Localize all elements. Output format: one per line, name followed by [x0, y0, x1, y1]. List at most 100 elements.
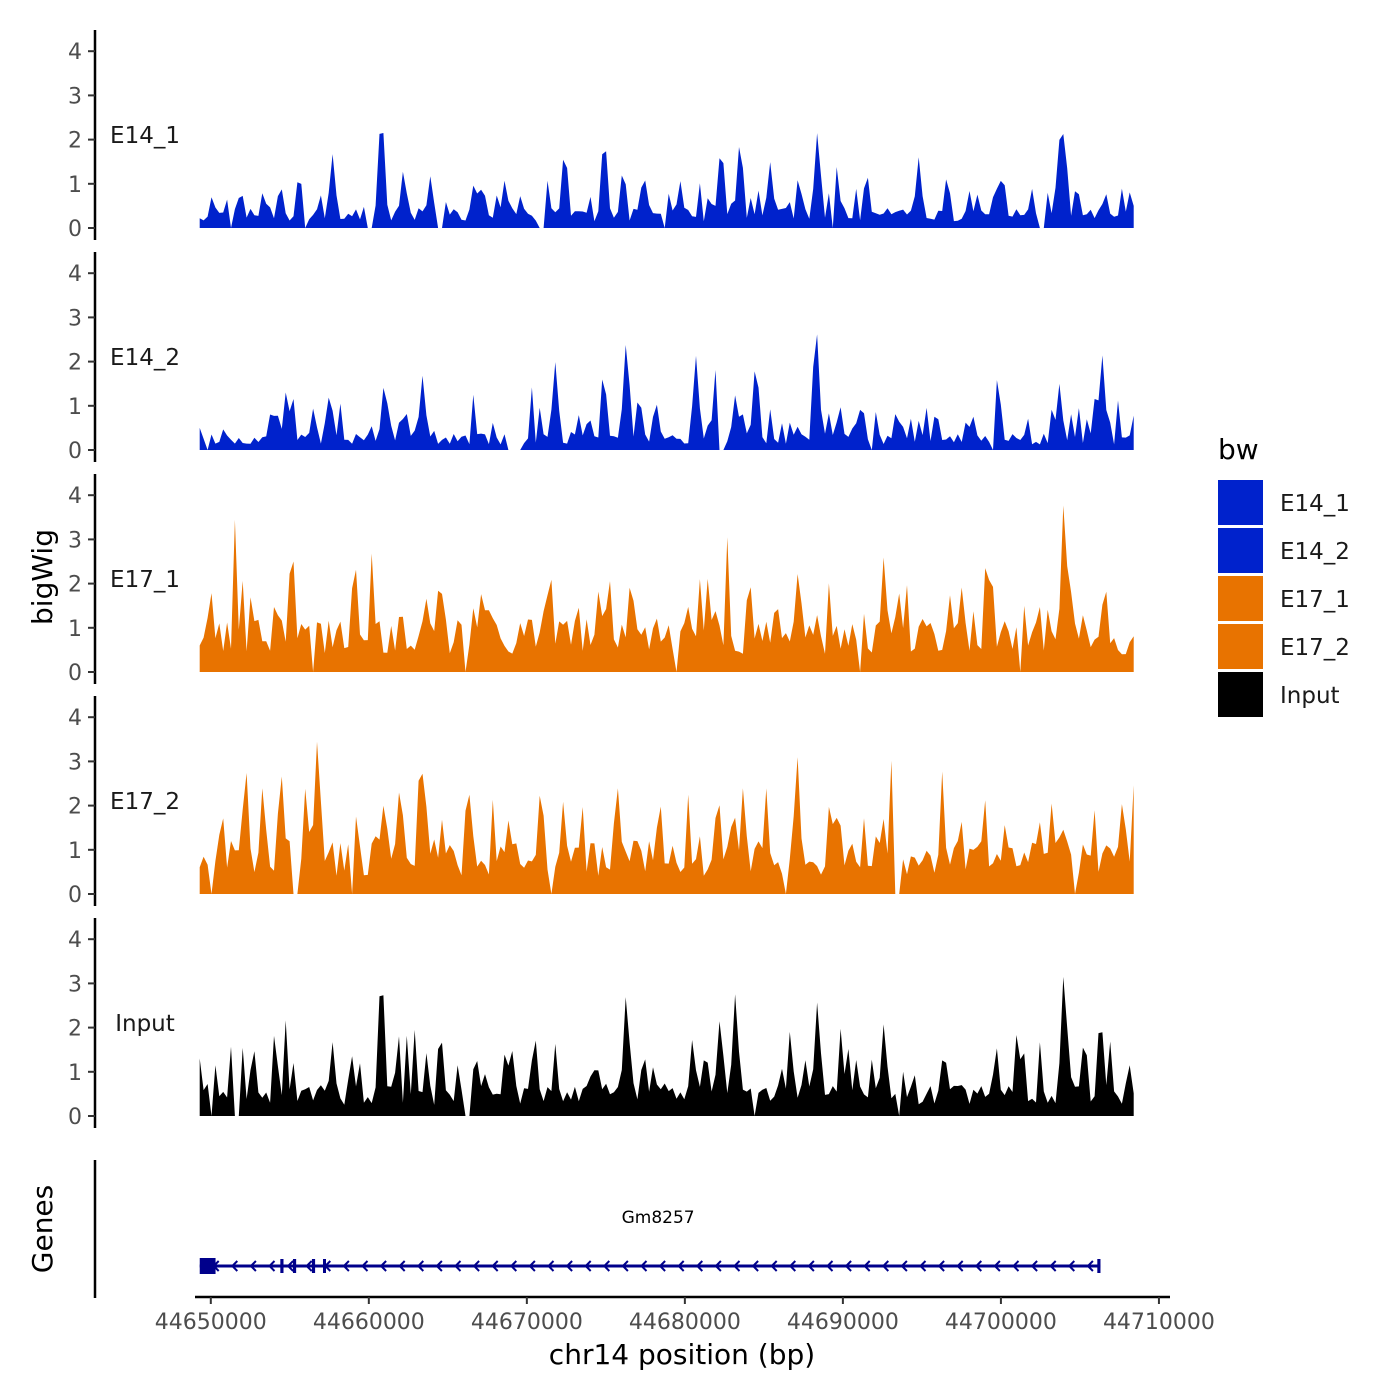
x-axis-title: chr14 position (bp)	[549, 1338, 815, 1371]
exon	[1097, 1259, 1101, 1273]
strand-arrow	[733, 1260, 741, 1272]
x-tick-label: 44670000	[471, 1310, 583, 1335]
legend-swatch-Input	[1218, 672, 1263, 717]
y-tick-label: 0	[68, 439, 82, 464]
strand-arrow	[826, 1260, 834, 1272]
strand-arrow	[547, 1260, 555, 1272]
y-tick-label: 1	[68, 617, 82, 642]
strand-arrow	[788, 1260, 797, 1272]
strand-arrow	[695, 1260, 704, 1272]
y-tick-label: 3	[68, 306, 82, 331]
strand-arrow	[751, 1260, 759, 1272]
x-tick-label: 44700000	[945, 1310, 1057, 1335]
y-axis-title: bigWig	[26, 529, 59, 625]
x-tick-label: 44680000	[629, 1310, 741, 1335]
strand-arrow	[770, 1260, 778, 1272]
y-tick-label: 2	[68, 1017, 82, 1042]
legend-swatch-E17_2	[1218, 624, 1263, 669]
strand-arrow	[286, 1260, 294, 1272]
exon	[199, 1258, 216, 1274]
legend-label: E17_1	[1280, 587, 1350, 613]
signal-area-E17_2	[199, 741, 1134, 894]
x-axis: 44650000 44660000 44670000 44680000 44690000…	[155, 1295, 1215, 1335]
x-tick-label: 44660000	[313, 1310, 425, 1335]
y-tick-label: 3	[68, 750, 82, 775]
y-tick-label: 4	[68, 928, 82, 953]
signal-area-E14_2	[199, 334, 1134, 450]
strand-arrow	[435, 1260, 443, 1272]
legend: bw E14_1 E14_2 E17_1 E17_2 Input	[1218, 433, 1350, 717]
y-tick-label: 0	[68, 1105, 82, 1130]
strand-arrow	[974, 1260, 983, 1272]
track-E14_1: 0 1 2 3 4 E14_1	[68, 30, 1134, 242]
signal-area-E17_1	[199, 505, 1134, 672]
y-tick-label: 4	[68, 706, 82, 731]
track-Input: 0 1 2 3 4 Input	[68, 918, 1134, 1130]
legend-label: E17_2	[1280, 635, 1350, 661]
signal-tracks: 0 1 2 3 4 E14_1 0 1 2 3 4 E14_2 0 1 2 3 4 E17_1 0 1 2 3 4 E17_2…	[68, 30, 1134, 1130]
track-label: E14_1	[110, 123, 180, 149]
y-tick-label: 2	[68, 129, 82, 154]
track-E17_1: 0 1 2 3 4 E17_1	[68, 474, 1134, 686]
legend-title: bw	[1218, 433, 1259, 466]
y-tick-label: 1	[68, 173, 82, 198]
strand-arrow	[528, 1260, 536, 1272]
y-tick-label: 3	[68, 972, 82, 997]
y-tick-label: 2	[68, 795, 82, 820]
y-tick-label: 4	[68, 484, 82, 509]
strand-arrow	[621, 1260, 629, 1272]
y-tick-label: 0	[68, 661, 82, 686]
gene-track-title: Genes	[26, 1185, 59, 1273]
strand-arrow	[1086, 1260, 1094, 1272]
y-tick-label: 2	[68, 351, 82, 376]
strand-arrow	[416, 1260, 425, 1272]
x-tick-label: 44650000	[155, 1310, 267, 1335]
strand-arrow	[398, 1260, 406, 1272]
legend-swatch-E14_2	[1218, 528, 1263, 573]
strand-arrow	[807, 1260, 815, 1272]
strand-arrow	[491, 1260, 499, 1272]
strand-arrow	[658, 1260, 666, 1272]
exon	[322, 1259, 326, 1273]
strand-arrow	[937, 1260, 945, 1272]
gene-name-label: Gm8257	[622, 1208, 695, 1228]
strand-arrow	[602, 1260, 611, 1272]
strand-arrow	[379, 1260, 387, 1272]
track-label: E17_1	[110, 567, 180, 593]
strand-arrow	[919, 1260, 927, 1272]
strand-arrow	[677, 1260, 685, 1272]
legend-swatch-E14_1	[1218, 480, 1263, 525]
strand-arrow	[454, 1260, 462, 1272]
strand-arrow	[361, 1260, 369, 1272]
track-label: Input	[115, 1011, 175, 1037]
y-tick-label: 3	[68, 84, 82, 109]
legend-label: E14_1	[1280, 491, 1350, 517]
exon	[292, 1259, 297, 1273]
strand-arrow	[1030, 1260, 1038, 1272]
strand-arrow	[565, 1260, 573, 1272]
track-E17_2: 0 1 2 3 4 E17_2	[68, 696, 1134, 908]
y-tick-label: 0	[68, 883, 82, 908]
strand-arrow	[249, 1260, 257, 1272]
strand-arrow	[714, 1260, 722, 1272]
legend-label: E14_2	[1280, 539, 1350, 565]
y-tick-label: 1	[68, 839, 82, 864]
strand-arrow	[1067, 1260, 1076, 1272]
legend-label: Input	[1280, 683, 1340, 709]
exon	[311, 1259, 316, 1273]
strand-arrow	[863, 1260, 871, 1272]
strand-arrow	[844, 1260, 852, 1272]
strand-arrow	[1049, 1260, 1057, 1272]
y-tick-label: 4	[68, 262, 82, 287]
legend-swatch-E17_1	[1218, 576, 1263, 621]
track-label: E14_2	[110, 345, 180, 371]
y-tick-label: 2	[68, 573, 82, 598]
signal-area-Input	[199, 976, 1134, 1116]
strand-arrow	[881, 1260, 890, 1272]
strand-arrow	[1012, 1260, 1020, 1272]
x-tick-label: 44710000	[1103, 1310, 1215, 1335]
signal-area-E14_1	[199, 133, 1134, 228]
strand-arrow	[472, 1260, 480, 1272]
strand-arrow	[584, 1260, 592, 1272]
